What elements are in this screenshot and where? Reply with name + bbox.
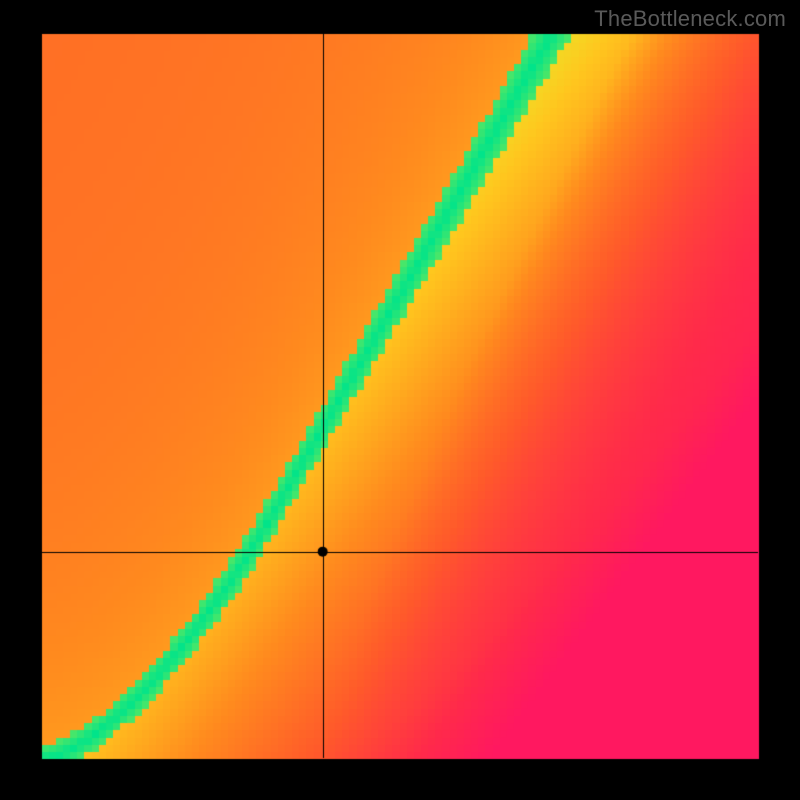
bottleneck-heatmap bbox=[0, 0, 800, 800]
chart-container: TheBottleneck.com bbox=[0, 0, 800, 800]
watermark-text: TheBottleneck.com bbox=[594, 6, 786, 32]
